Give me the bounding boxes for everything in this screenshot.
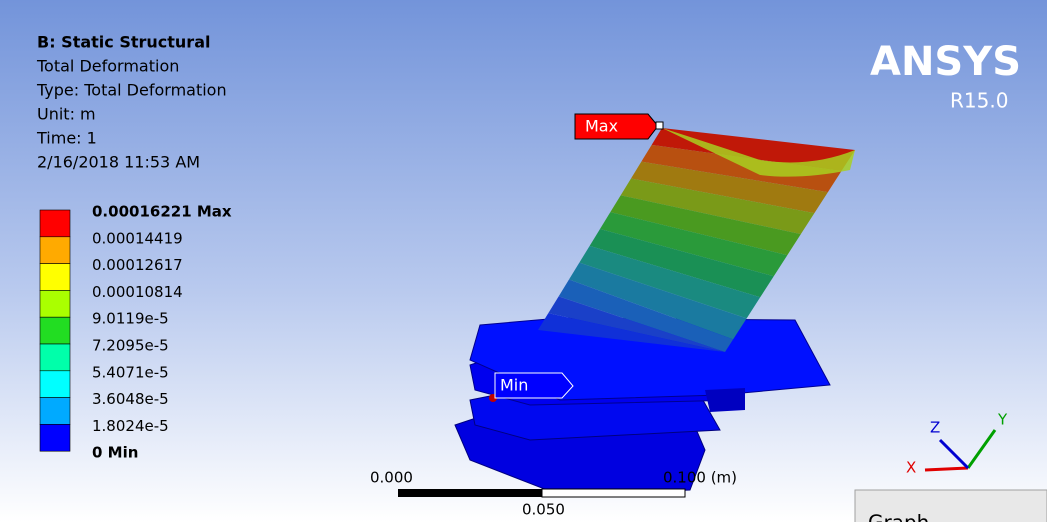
legend-label: 9.0119e-5 [92, 310, 169, 328]
graph-panel: Graph [855, 490, 1047, 522]
legend-swatch [40, 210, 70, 237]
axis-x: X [906, 459, 916, 477]
legend-swatch [40, 424, 70, 451]
logo: ANSYS [870, 39, 1021, 85]
legend-swatch [40, 264, 70, 291]
scale-middle: 0.050 [522, 501, 565, 519]
legend-label: 0.00016221 Max [92, 203, 232, 221]
legend-swatch [40, 317, 70, 344]
scale-right: 0.100 (m) [663, 469, 737, 487]
platform-edge [705, 388, 745, 412]
legend-label: 0.00012617 [92, 256, 183, 274]
info-line: Total Deformation [36, 57, 179, 76]
legend-label: 0.00010814 [92, 283, 183, 301]
logo-version: R15.0 [950, 89, 1008, 113]
legend-label: 5.4071e-5 [92, 363, 169, 381]
legend-swatch [40, 290, 70, 317]
max-label: Max [585, 117, 618, 136]
legend-label: 3.6048e-5 [92, 390, 169, 408]
legend-swatch [40, 398, 70, 425]
legend-swatch [40, 371, 70, 398]
panel-title: Graph [868, 511, 929, 522]
legend-label: 1.8024e-5 [92, 417, 169, 435]
legend-label: 7.2095e-5 [92, 337, 169, 355]
legend-swatch [40, 344, 70, 371]
max-probe: Max [575, 114, 663, 139]
min-probe: Min [495, 373, 573, 398]
legend-swatch [40, 237, 70, 264]
legend-label: 0.00014419 [92, 229, 183, 247]
scale-left: 0.000 [370, 469, 413, 487]
legend-label: 0 Min [92, 444, 138, 462]
axis-y: Y [997, 411, 1008, 429]
info-line: 2/16/2018 11:53 AM [37, 153, 200, 172]
viewport: ANSYS R15.0 B: Static Structural Total D… [0, 0, 1047, 522]
info-line: Unit: m [37, 105, 96, 124]
axis-z: Z [930, 419, 940, 437]
info-line: Type: Total Deformation [36, 81, 227, 100]
result-title: B: Static Structural [37, 33, 210, 52]
info-line: Time: 1 [36, 129, 97, 148]
min-label: Min [500, 376, 528, 395]
